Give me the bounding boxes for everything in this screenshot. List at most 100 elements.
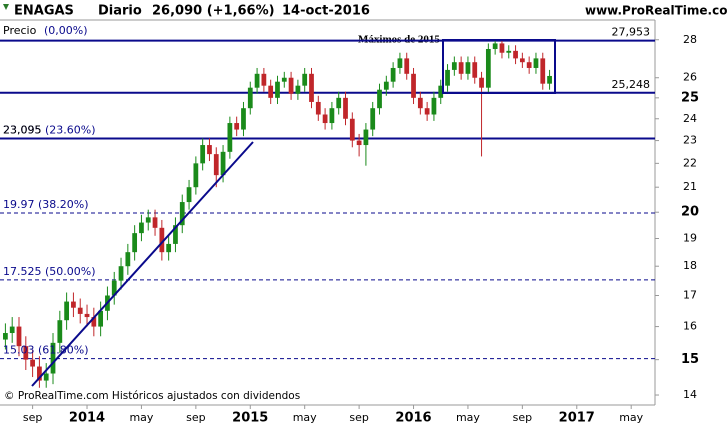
level-label: 23,095 — [3, 123, 42, 136]
candle-body — [377, 89, 382, 109]
candle-body — [247, 87, 253, 109]
candle-body — [302, 73, 308, 86]
candle-body — [383, 81, 389, 90]
candle-body — [213, 154, 219, 176]
candle-body — [526, 62, 532, 68]
annotation: Máximos de 2015 — [358, 34, 440, 46]
footer: © ProRealTime.com Históricos ajustados c… — [4, 390, 300, 402]
candle-body — [397, 58, 403, 68]
arrow-icon — [3, 4, 9, 10]
candle-body — [472, 62, 478, 78]
candle-body — [23, 346, 29, 360]
candle-body — [540, 58, 546, 84]
candle-body — [77, 307, 83, 314]
candle-body — [9, 326, 15, 334]
candle-body — [200, 145, 206, 164]
y-tick-label: 25 — [681, 90, 699, 105]
candle-body — [132, 233, 138, 253]
candle-body — [438, 85, 444, 98]
candle-body — [390, 67, 396, 82]
candle-body — [445, 69, 450, 86]
candle-body — [111, 280, 117, 296]
fib-label: 23.095 (23.60%) — [3, 123, 96, 136]
candle-body — [424, 108, 430, 115]
x-tick-label: sep — [186, 411, 205, 424]
candle-body — [159, 227, 165, 253]
level-label: 27,953 — [612, 26, 651, 39]
candle-body — [356, 140, 362, 146]
candle-body — [220, 151, 226, 176]
candle-body — [431, 97, 437, 115]
y-tick-label: 14 — [683, 388, 697, 401]
candle-body — [179, 202, 185, 226]
candle-body — [193, 163, 199, 188]
candle-body — [479, 77, 484, 88]
x-tick-label: may — [129, 411, 153, 424]
price-change: (0,00%) — [44, 24, 88, 37]
candle-body — [261, 73, 267, 86]
candle-body — [37, 366, 42, 381]
candle-body — [50, 342, 56, 374]
x-tick-label: 2014 — [69, 411, 105, 426]
candle-body — [145, 217, 151, 223]
candle-body — [506, 50, 512, 53]
candle-body — [166, 243, 172, 253]
fib-label: 17.525 (50.00%) — [3, 265, 96, 278]
candle-body — [485, 48, 491, 88]
candle-body — [125, 252, 131, 267]
fib-label: 15.03 (61.80%) — [3, 344, 89, 357]
y-tick-label: 28 — [683, 33, 697, 46]
candle-body — [411, 73, 416, 98]
candle-body — [275, 81, 280, 98]
y-tick-label: 19 — [683, 231, 697, 244]
candle-body — [84, 313, 90, 318]
candle-body — [315, 101, 321, 115]
fib-label: 19.97 (38.20%) — [3, 198, 89, 211]
candle-body — [64, 301, 70, 321]
candle-body — [404, 58, 410, 74]
candle-body — [139, 222, 144, 234]
candle-body — [43, 373, 49, 381]
candle-body — [458, 62, 464, 74]
y-tick-label: 20 — [681, 205, 699, 220]
candle-body — [363, 129, 369, 146]
candle-body — [227, 123, 233, 152]
candle-body — [322, 114, 328, 124]
y-tick-label: 18 — [683, 259, 697, 272]
candle-body — [336, 97, 342, 109]
candle-body — [533, 58, 539, 68]
date: 14-oct-2016 — [282, 4, 370, 19]
candle-body — [91, 317, 97, 327]
candle-body — [370, 108, 376, 130]
ticker: ENAGAS — [14, 4, 74, 19]
candle-body — [343, 97, 348, 119]
x-tick-label: sep — [513, 411, 532, 424]
candle-body — [492, 43, 498, 49]
y-tick-label: 17 — [683, 289, 697, 302]
period: Diario — [98, 4, 142, 19]
candle-body — [465, 62, 471, 74]
candle-body — [329, 108, 335, 124]
candle-body — [98, 310, 104, 327]
y-tick-label: 24 — [683, 112, 697, 125]
x-tick-label: may — [619, 411, 643, 424]
candle-body — [173, 225, 178, 244]
trend-line — [31, 141, 254, 387]
candle-body — [207, 145, 212, 155]
site: www.ProRealTime.com — [585, 4, 728, 18]
y-tick-label: 21 — [683, 180, 697, 193]
y-tick-label: 26 — [683, 71, 697, 84]
x-tick-label: may — [456, 411, 480, 424]
candle-body — [118, 266, 124, 281]
x-tick-label: sep — [23, 411, 42, 424]
candle-body — [241, 108, 246, 130]
candle-body — [186, 187, 192, 203]
candle-body — [254, 73, 260, 88]
candle-body — [349, 118, 355, 141]
x-tick-label: sep — [349, 411, 368, 424]
candle-body — [417, 97, 423, 109]
candle-body — [71, 301, 76, 308]
x-tick-label: 2016 — [395, 411, 431, 426]
